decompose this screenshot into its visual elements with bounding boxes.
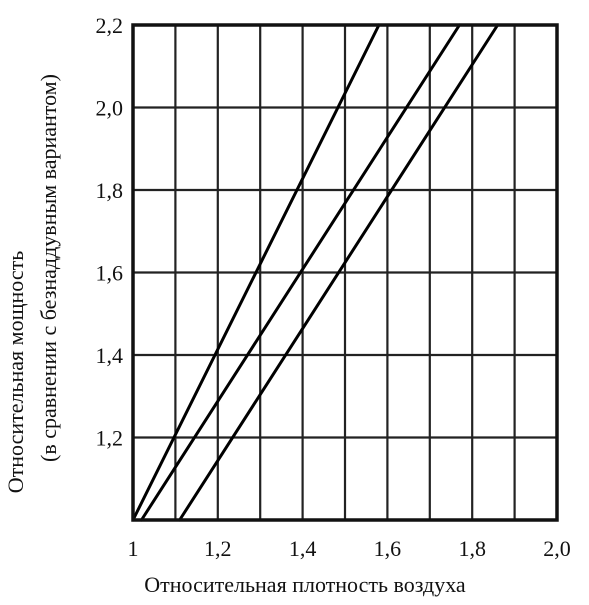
x-tick-labels: 1 1,2 1,4 1,6 1,8 2,0 (128, 536, 571, 561)
y-tick-label: 1,6 (96, 261, 124, 286)
x-tick-label: 1,6 (374, 536, 402, 561)
x-tick-label: 1,4 (289, 536, 317, 561)
y-tick-label: 2,0 (96, 96, 124, 121)
x-axis-title: Относительная плотность воздуха (144, 572, 466, 597)
y-tick-labels: 1,2 1,4 1,6 1,8 2,0 2,2 (96, 13, 124, 451)
series-line-1 (131, 23, 381, 522)
series-layer (131, 23, 500, 522)
y-axis-title-line1: Относительная мощность (3, 251, 28, 494)
series-line-2 (139, 23, 461, 522)
plot-frame (131, 23, 559, 522)
y-tick-label: 1,4 (96, 343, 124, 368)
x-tick-label: 1,2 (204, 536, 232, 561)
y-tick-label: 1,2 (96, 426, 124, 451)
grid (133, 25, 557, 520)
y-axis-title-line2: (в сравнении с безнаддувным вариантом) (36, 74, 61, 462)
x-tick-label: 2,0 (543, 536, 571, 561)
x-tick-label: 1,8 (458, 536, 486, 561)
x-tick-label: 1 (128, 536, 139, 561)
y-tick-label: 1,8 (96, 178, 124, 203)
y-tick-label: 2,2 (96, 13, 124, 38)
series-line-3 (178, 23, 500, 522)
